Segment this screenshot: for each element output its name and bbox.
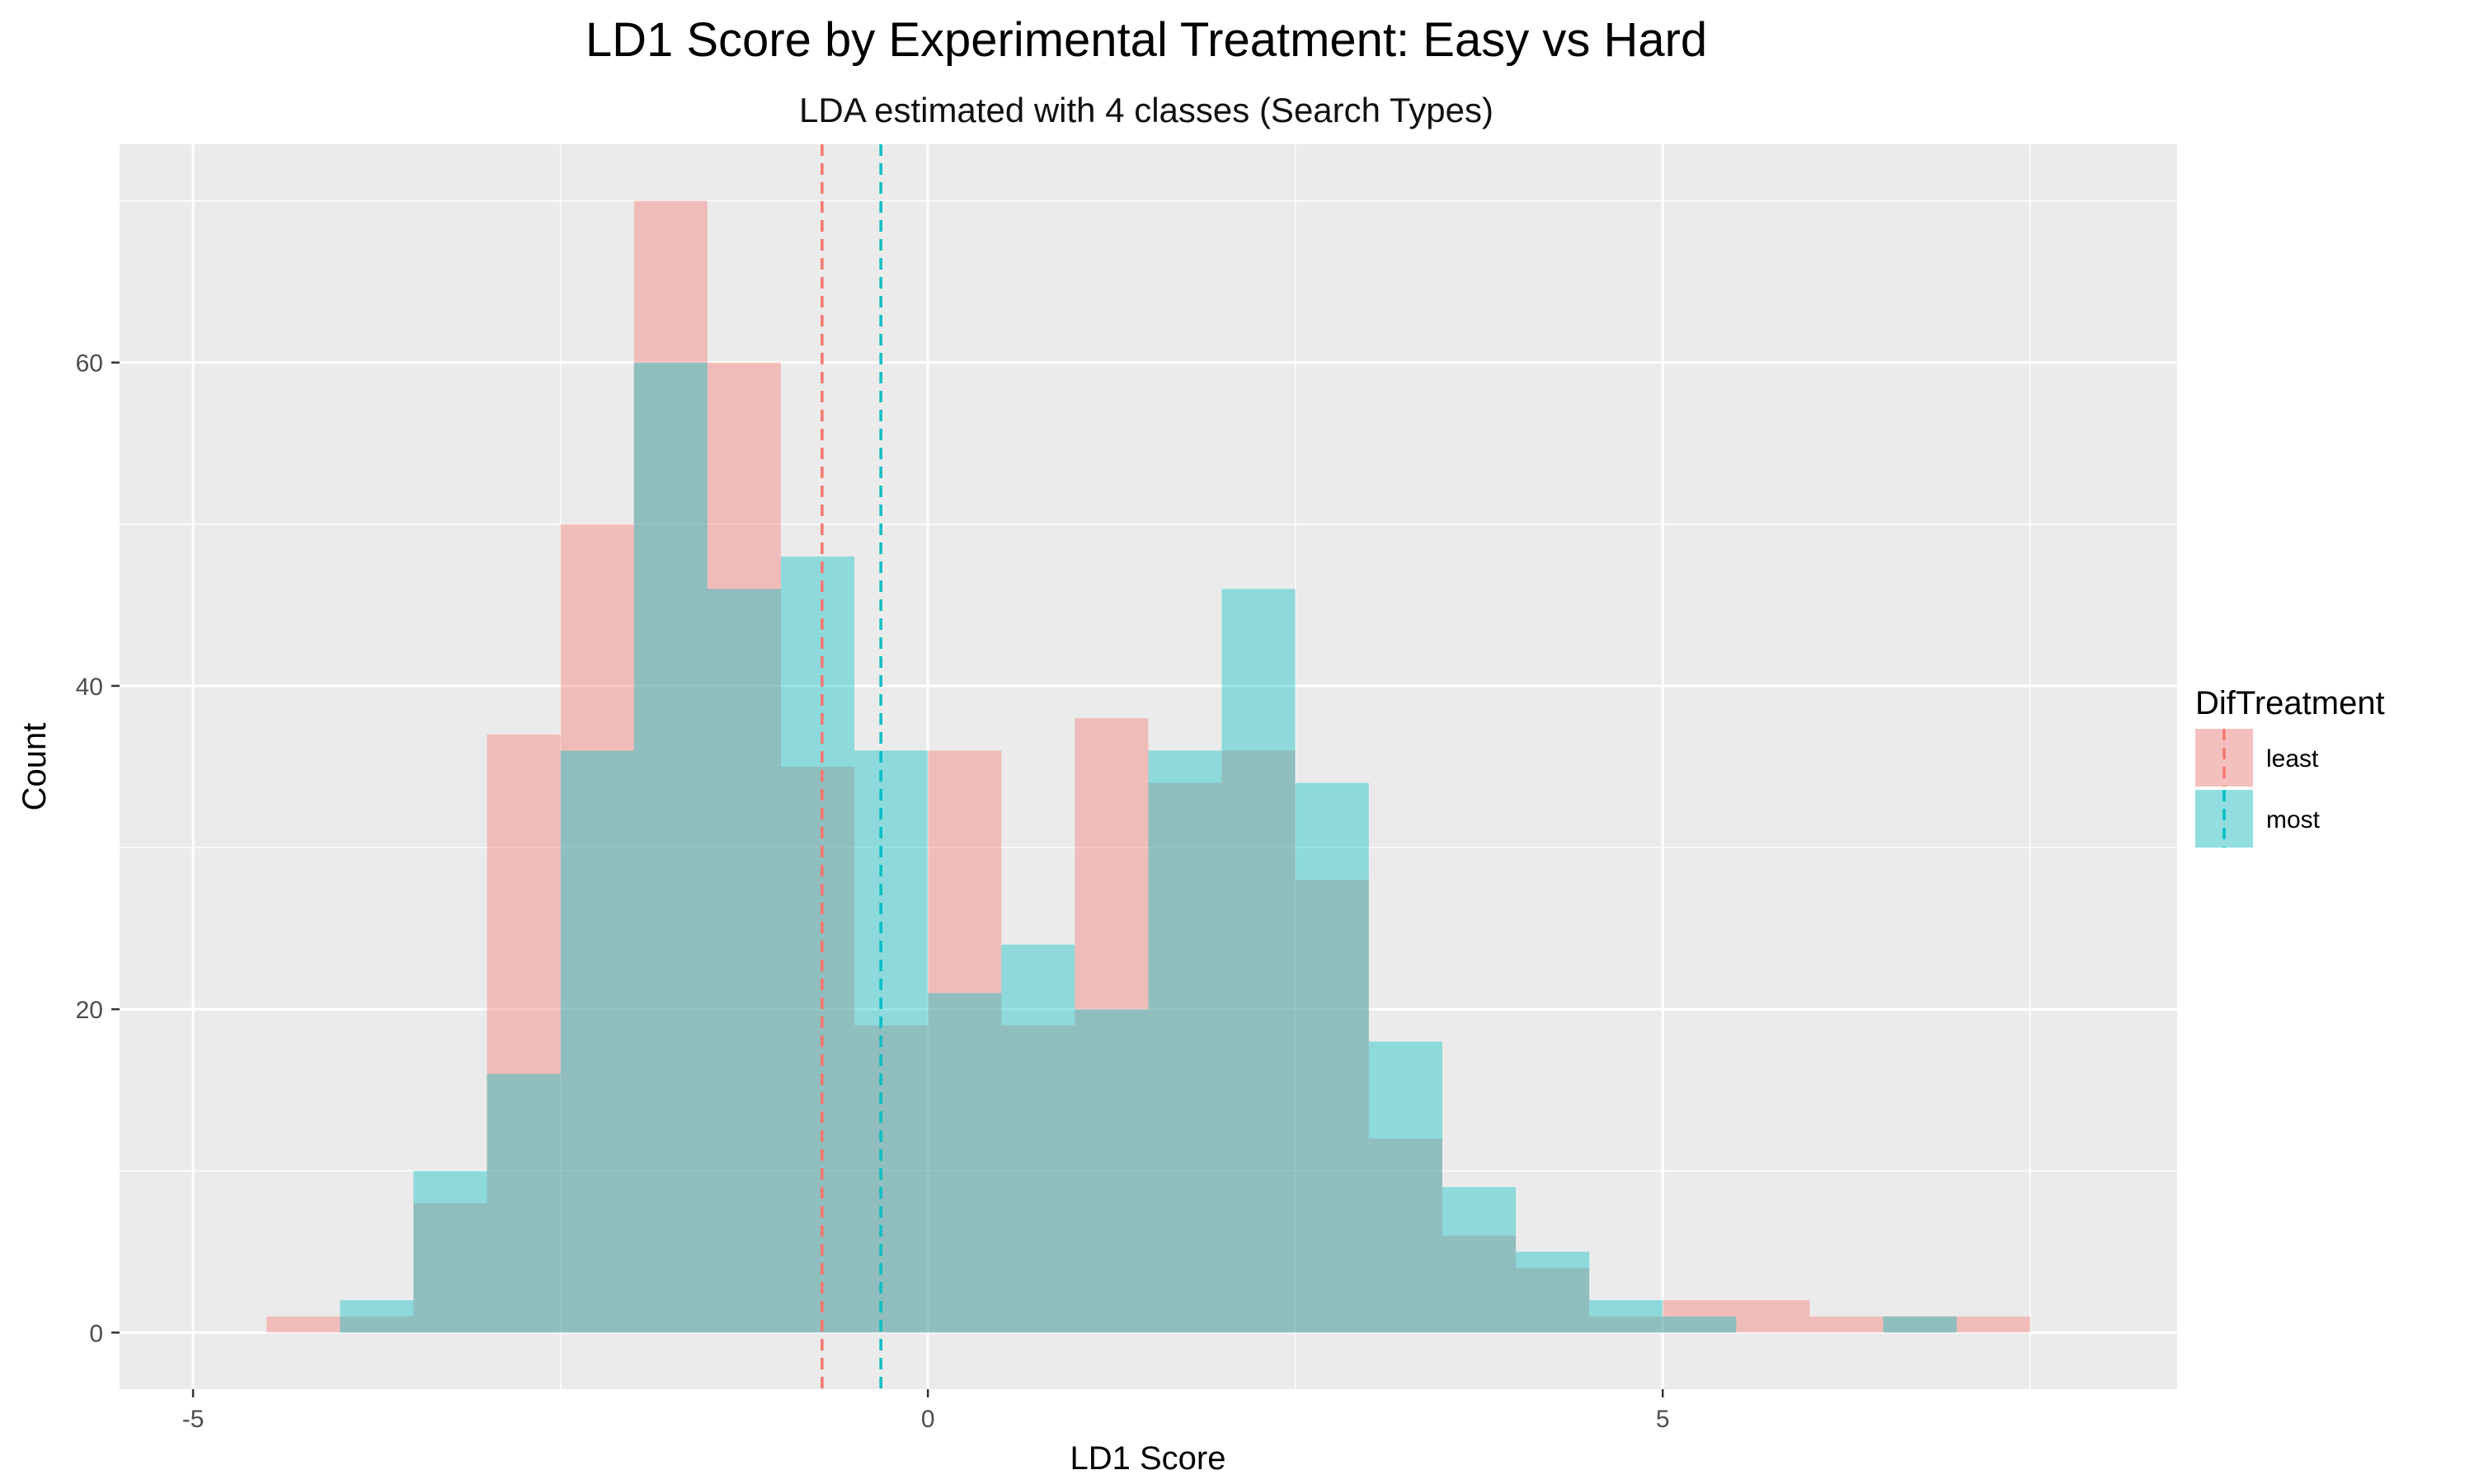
histogram-bar-least (633, 200, 708, 1333)
legend: DifTreatment least most (2195, 685, 2385, 848)
x-axis-ticks: -5 0 5 (182, 1389, 1670, 1433)
histogram-bar-least (1295, 880, 1369, 1333)
x-tick-label: 5 (1656, 1406, 1670, 1433)
histogram-bar-least (1663, 1300, 1737, 1333)
histogram-bar-least (266, 1316, 341, 1333)
histogram-bar-least (560, 524, 634, 1333)
histogram-bar-least (1148, 782, 1222, 1333)
histogram-bar-most (633, 362, 708, 1333)
histogram-bar-least (1368, 1139, 1442, 1333)
histogram-bar-least (1956, 1316, 2030, 1333)
histogram-bar-least (340, 1316, 414, 1333)
histogram-bar-most (487, 1073, 561, 1333)
y-axis-title: Count (16, 723, 53, 811)
chart-title: LD1 Score by Experimental Treatment: Eas… (586, 13, 1707, 67)
histogram-bar-least (1001, 1025, 1075, 1333)
x-tick-label: -5 (182, 1406, 205, 1433)
histogram-bar-most (707, 589, 781, 1333)
x-tick-label: 0 (921, 1406, 935, 1433)
histogram-bar-most (928, 993, 1002, 1333)
bars-least (266, 200, 2030, 1333)
plot-panel (120, 144, 2177, 1389)
legend-title: DifTreatment (2195, 685, 2385, 721)
bars-most (340, 362, 1957, 1333)
histogram-bar-most (1221, 589, 1296, 1333)
histogram-bar-least (413, 1203, 487, 1333)
legend-entries: least most (2195, 729, 2321, 848)
histogram-bar-least (1589, 1316, 1663, 1333)
histogram-bar-most (560, 750, 634, 1333)
histogram-bar-least (780, 767, 855, 1333)
x-axis-title: LD1 Score (1070, 1440, 1226, 1477)
minor-gridlines (120, 144, 2177, 1389)
histogram-bar-least (1442, 1235, 1517, 1333)
legend-label-least: least (2266, 745, 2319, 773)
y-tick-label: 40 (76, 674, 103, 701)
major-gridlines (120, 144, 2177, 1389)
histogram-bar-most (1516, 1252, 1590, 1333)
histogram-bar-most (780, 556, 855, 1333)
histogram-bar-most (1589, 1300, 1663, 1333)
histogram-bar-most (1368, 1041, 1442, 1333)
histogram-bar-least (1883, 1316, 1957, 1333)
histogram-bar-most (340, 1300, 414, 1333)
histogram-bar-most (854, 750, 929, 1333)
y-tick-label: 20 (76, 997, 103, 1024)
y-axis-ticks: 0 20 40 60 (76, 350, 120, 1347)
histogram-bar-most (1001, 944, 1075, 1333)
chart-subtitle: LDA estimated with 4 classes (Search Typ… (799, 91, 1493, 129)
histogram-bar-least (1736, 1300, 1810, 1333)
legend-label-most: most (2266, 806, 2321, 834)
histogram-bar-most (1075, 1009, 1149, 1333)
histogram-bar-most (1295, 782, 1369, 1333)
histogram-bar-least (1516, 1267, 1590, 1333)
histogram-bar-least (928, 750, 1002, 1333)
histogram-bar-least (854, 1025, 929, 1333)
histogram-bar-most (413, 1171, 487, 1333)
histogram-bar-least (1221, 750, 1296, 1333)
histogram-bar-most (1883, 1316, 1957, 1333)
histogram-bar-most (1148, 750, 1222, 1333)
histogram-bar-least (1809, 1316, 1884, 1333)
histogram-bar-least (707, 362, 781, 1333)
histogram-bar-least (487, 734, 561, 1333)
y-tick-label: 0 (89, 1320, 103, 1347)
histogram-bar-least (1075, 718, 1149, 1333)
y-tick-label: 60 (76, 350, 103, 378)
histogram-bar-most (1442, 1186, 1517, 1333)
histogram-bar-most (1663, 1316, 1737, 1333)
